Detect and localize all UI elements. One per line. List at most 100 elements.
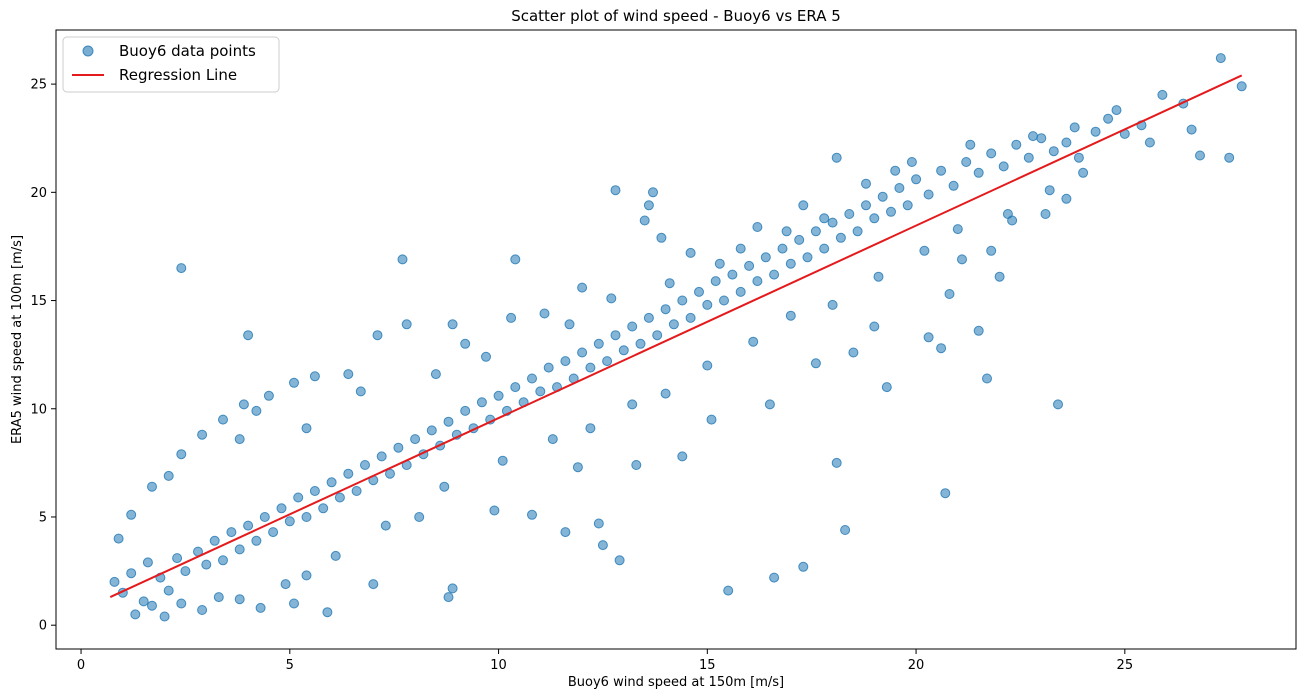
data-point — [527, 373, 537, 384]
data-point — [426, 425, 437, 436]
data-point — [293, 492, 304, 503]
legend-label-points: Buoy6 data points — [119, 42, 256, 60]
data-point — [944, 289, 955, 299]
data-point — [894, 183, 905, 193]
data-point — [973, 167, 984, 178]
data-point — [1002, 209, 1013, 219]
data-point — [1061, 193, 1072, 204]
data-point — [652, 330, 663, 341]
data-point — [226, 527, 237, 538]
data-point — [819, 243, 830, 254]
data-point — [201, 559, 212, 570]
data-point — [827, 217, 838, 228]
data-point — [827, 299, 838, 310]
data-point — [539, 308, 550, 319]
data-point — [769, 572, 780, 583]
data-point — [401, 319, 412, 330]
data-point — [610, 185, 621, 196]
data-point — [952, 224, 963, 235]
data-point — [126, 568, 137, 579]
data-point — [986, 245, 997, 256]
data-point — [197, 429, 208, 440]
data-point — [251, 405, 262, 416]
data-point — [1073, 152, 1084, 163]
data-point — [147, 600, 157, 611]
data-point — [702, 360, 713, 371]
regression-line — [109, 74, 1243, 598]
data-point — [710, 276, 721, 287]
data-point — [852, 226, 863, 237]
data-point — [243, 520, 254, 531]
data-point — [585, 362, 596, 373]
data-point — [940, 488, 951, 499]
data-point — [280, 579, 291, 590]
data-point — [414, 512, 425, 522]
data-point — [593, 518, 604, 529]
data-point — [510, 254, 521, 265]
data-point — [301, 512, 312, 522]
data-point — [1224, 152, 1235, 163]
data-point — [410, 434, 421, 445]
x-tick-label: 25 — [1117, 658, 1134, 673]
data-point — [957, 254, 967, 265]
data-point — [1011, 139, 1022, 150]
data-point — [861, 178, 871, 189]
data-point — [560, 527, 571, 538]
data-point — [1236, 81, 1247, 92]
data-point — [447, 583, 458, 594]
data-point — [1157, 89, 1168, 100]
data-point — [259, 512, 270, 522]
data-point — [760, 252, 771, 263]
data-point — [234, 544, 245, 555]
data-point — [1195, 150, 1205, 161]
data-point — [547, 434, 558, 445]
data-point — [660, 304, 671, 315]
data-point — [664, 278, 675, 289]
data-point — [209, 535, 220, 546]
data-point — [810, 358, 821, 369]
data-point — [1023, 152, 1034, 163]
data-point — [1090, 126, 1101, 137]
data-point — [781, 226, 792, 237]
y-tick-label: 0 — [39, 619, 47, 634]
series-points — [109, 53, 1247, 622]
data-point — [284, 516, 295, 527]
data-point — [343, 468, 354, 479]
data-point — [234, 594, 245, 605]
data-point — [752, 222, 763, 232]
data-point — [430, 369, 441, 380]
data-point — [1144, 137, 1155, 148]
data-point — [719, 295, 729, 306]
data-point — [130, 609, 141, 620]
data-point — [255, 602, 266, 613]
data-point — [627, 321, 638, 332]
data-point — [355, 386, 366, 397]
data-point — [735, 286, 746, 297]
data-point — [677, 295, 688, 306]
data-point — [443, 592, 454, 603]
data-point — [873, 271, 884, 282]
data-point — [197, 605, 208, 615]
x-tick-label: 0 — [77, 658, 85, 673]
data-point — [890, 165, 901, 176]
data-point — [251, 535, 262, 546]
data-point — [1078, 167, 1089, 178]
y-tick-label: 25 — [30, 78, 47, 93]
legend-marker-points — [82, 45, 94, 57]
data-point — [923, 189, 934, 200]
data-point — [138, 596, 149, 607]
data-point — [936, 165, 947, 176]
data-point — [785, 258, 796, 269]
data-point — [1053, 399, 1063, 410]
data-point — [869, 213, 880, 224]
data-point — [668, 319, 679, 330]
data-point — [998, 161, 1009, 172]
data-point — [439, 481, 450, 492]
data-point — [861, 200, 871, 211]
data-point — [163, 470, 174, 481]
data-point — [301, 570, 312, 581]
data-point — [994, 271, 1005, 282]
